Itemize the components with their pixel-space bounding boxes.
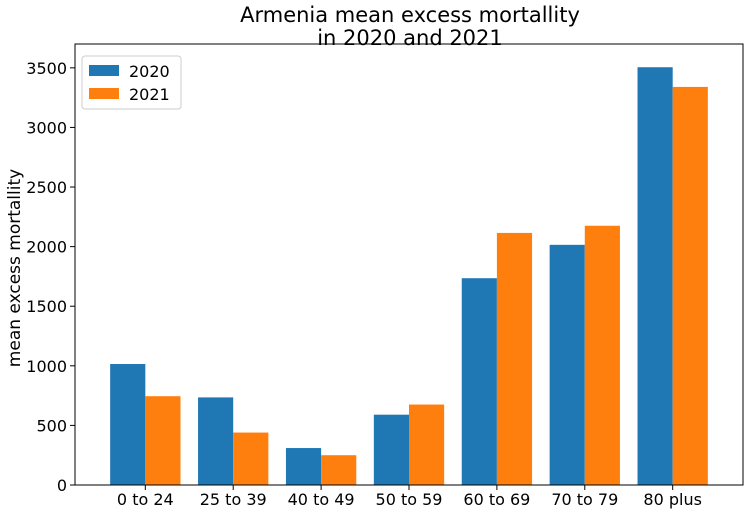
x-tick-label: 0 to 24 xyxy=(117,490,174,509)
y-tick-label: 3000 xyxy=(26,118,67,137)
y-tick-label: 500 xyxy=(36,416,67,435)
x-tick-label: 60 to 69 xyxy=(463,490,530,509)
plot-frame xyxy=(74,43,744,486)
chart-title-line-2: in 2020 and 2021 xyxy=(317,26,503,50)
x-tick-label: 80 plus xyxy=(643,490,702,509)
bar-2020-3 xyxy=(373,414,409,485)
bar-2020-1 xyxy=(198,397,234,485)
x-tick-label: 25 to 39 xyxy=(200,490,267,509)
y-axis: 0 500 1000 1500 2000 2500 3000 3500 xyxy=(26,59,75,495)
bar-2021-6 xyxy=(672,86,708,485)
bar-2021-1 xyxy=(233,432,269,485)
y-tick-label: 1500 xyxy=(26,297,67,316)
x-tick-label: 70 to 79 xyxy=(551,490,618,509)
bar-2020-6 xyxy=(637,67,673,486)
x-tick-label: 40 to 49 xyxy=(288,490,355,509)
x-axis: 0 to 24 25 to 39 40 to 49 50 to 59 60 to 69 7… xyxy=(117,485,702,509)
y-tick-label: 3500 xyxy=(26,59,67,78)
y-axis-label: mean excess mortallity xyxy=(5,169,25,367)
bar-2021-3 xyxy=(409,404,445,485)
bar-2021-0 xyxy=(145,396,181,485)
y-tick-label: 2000 xyxy=(26,238,67,257)
bar-2020-0 xyxy=(110,364,146,485)
bars-group xyxy=(110,67,708,486)
y-tick-label: 1000 xyxy=(26,357,67,376)
y-tick-label: 2500 xyxy=(26,178,67,197)
bar-2021-4 xyxy=(496,232,533,485)
y-tick-label: 0 xyxy=(57,476,67,495)
bar-2020-5 xyxy=(549,244,585,485)
legend-label-2021: 2021 xyxy=(129,85,170,104)
legend-label-2020: 2020 xyxy=(129,62,170,81)
bar-2020-4 xyxy=(461,278,497,485)
bar-2020-2 xyxy=(285,448,322,485)
x-tick-label: 50 to 59 xyxy=(376,490,443,509)
bar-2021-2 xyxy=(321,455,357,485)
legend-swatch-2021 xyxy=(89,88,119,99)
legend: 2020 2021 xyxy=(81,55,182,110)
chart-title: Armenia mean excess mortallity in 2020 a… xyxy=(240,3,580,50)
legend-swatch-2020 xyxy=(89,65,119,76)
bar-2021-5 xyxy=(584,225,620,485)
chart-title-line-1: Armenia mean excess mortallity xyxy=(240,3,580,27)
